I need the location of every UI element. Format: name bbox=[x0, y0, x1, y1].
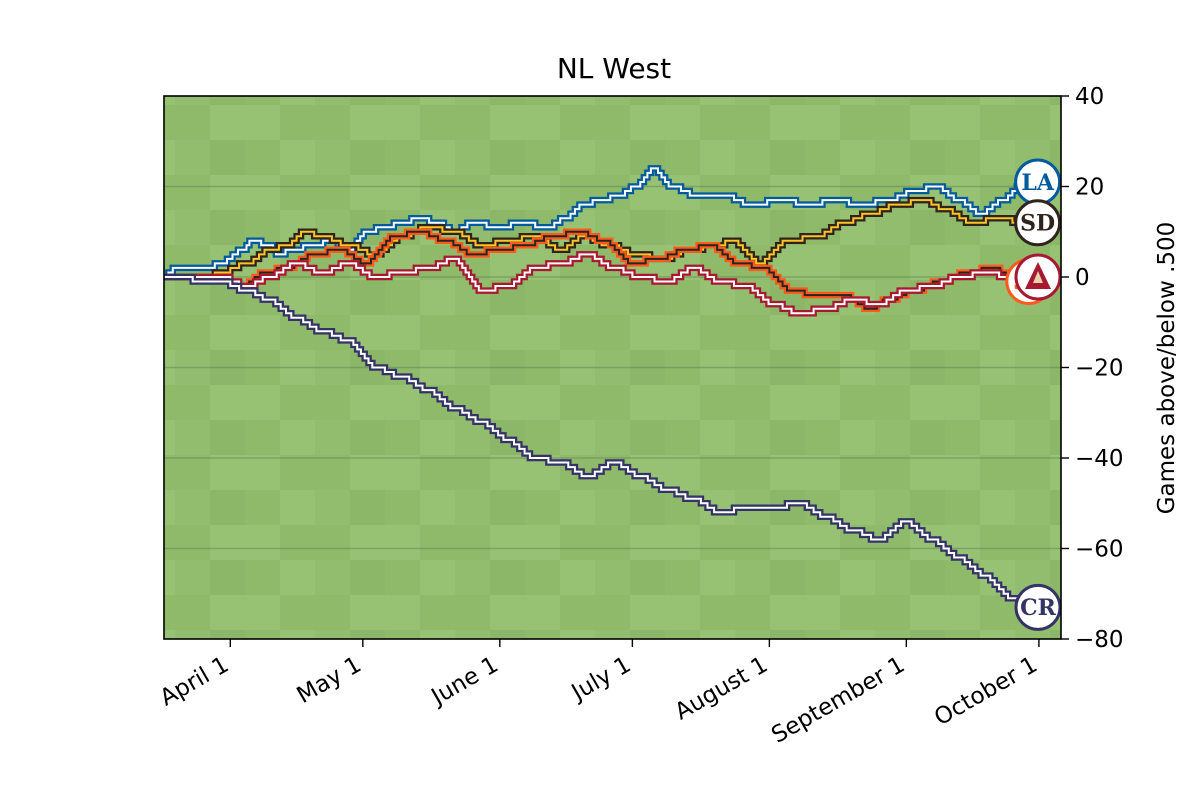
y-axis-title: Games above/below .500 bbox=[1154, 222, 1180, 515]
y-tick-label: 0 bbox=[1075, 265, 1090, 291]
x-tick-label: June 1 bbox=[426, 652, 503, 712]
team-logo-sd: SD bbox=[1014, 199, 1062, 247]
x-tick-label: July 1 bbox=[566, 652, 636, 707]
y-tick-label: −40 bbox=[1075, 446, 1124, 472]
y-tick-label: 20 bbox=[1075, 175, 1104, 201]
x-axis-ticks: April 1 May 1 June 1 July 1 August 1Septembe… bbox=[156, 639, 1042, 749]
chart-title: NL West bbox=[557, 52, 671, 85]
team-logo-lad: LA bbox=[1014, 158, 1062, 206]
y-tick-label: −60 bbox=[1075, 537, 1124, 563]
y-tick-label: −20 bbox=[1075, 356, 1124, 382]
x-tick-label: May 1 bbox=[293, 652, 366, 709]
series-line-lad bbox=[164, 167, 1026, 278]
y-axis-ticks: 40 20 0 −20 −40 −60 −80 bbox=[1061, 84, 1124, 653]
svg-text:CR: CR bbox=[1020, 595, 1057, 621]
team-logo-col: CR bbox=[1014, 583, 1062, 631]
x-tick-label: September 1 bbox=[767, 652, 909, 749]
y-tick-label: −80 bbox=[1075, 627, 1124, 653]
svg-text:SD: SD bbox=[1020, 211, 1055, 237]
plot-background bbox=[164, 96, 1061, 639]
team-logos: LASDSFCR bbox=[1005, 158, 1062, 631]
svg-text:LA: LA bbox=[1021, 170, 1054, 196]
x-tick-label: April 1 bbox=[156, 652, 234, 712]
x-tick-label: August 1 bbox=[671, 652, 773, 726]
series-lines bbox=[164, 165, 1031, 611]
x-tick-label: October 1 bbox=[930, 652, 1042, 732]
team-logo-ari bbox=[1014, 253, 1062, 301]
gridlines bbox=[164, 185, 1061, 550]
series-line-col bbox=[164, 276, 1031, 609]
y-tick-label: 40 bbox=[1075, 84, 1104, 110]
series-line-ari bbox=[164, 253, 1031, 315]
